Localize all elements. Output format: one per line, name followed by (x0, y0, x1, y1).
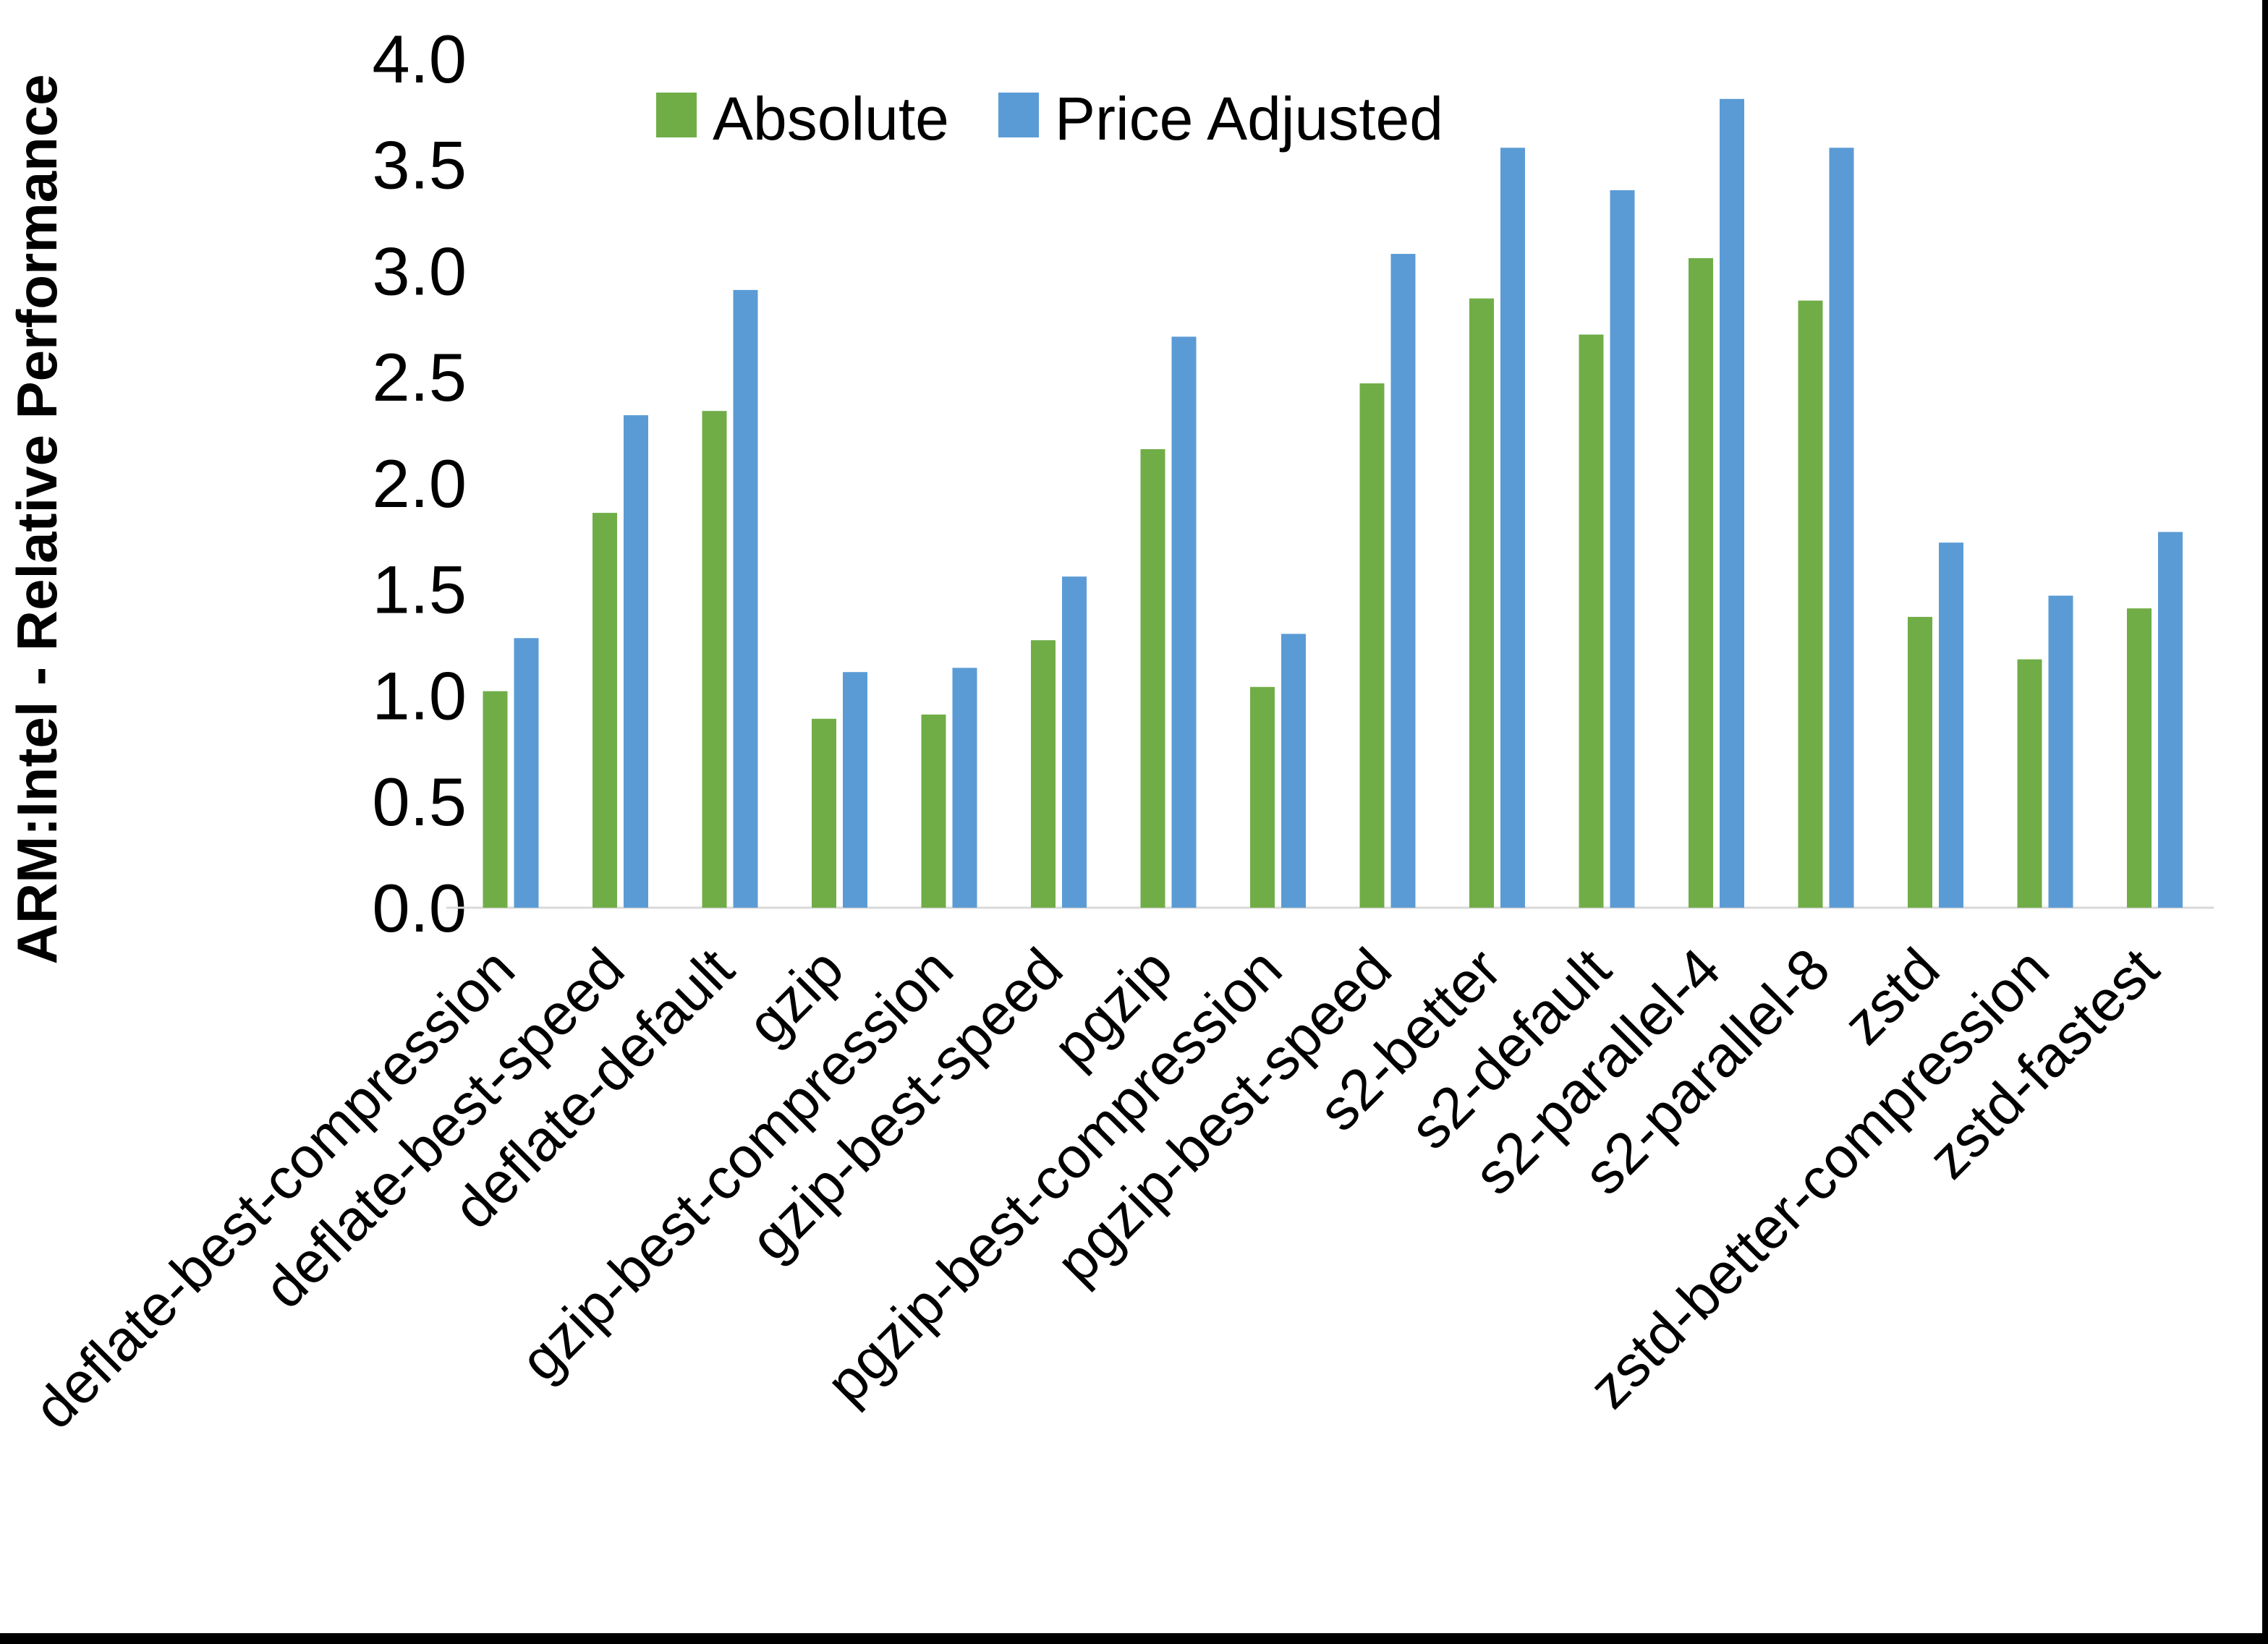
window-border-right (2262, 0, 2268, 1644)
bar-price-adjusted-pgzip-best-compression (1281, 634, 1306, 908)
bar-price-adjusted-pgzip (1171, 336, 1197, 908)
bar-absolute-pgzip (1140, 449, 1165, 908)
bar-price-adjusted-gzip (843, 672, 867, 908)
bar-absolute-gzip-best-speed (1031, 640, 1056, 908)
y-tick-label: 3.0 (372, 233, 467, 309)
window-border-bottom (0, 1633, 2268, 1644)
bar-absolute-zstd (1908, 616, 1932, 908)
bar-price-adjusted-s2-default (1610, 189, 1635, 908)
bar-price-adjusted-deflate-default (733, 289, 758, 908)
bar-price-adjusted-zstd-fastest (2158, 532, 2183, 908)
bar-absolute-pgzip-best-speed (1359, 383, 1385, 908)
y-tick-label: 1.0 (372, 657, 467, 733)
legend-label: Absolute (713, 85, 949, 153)
y-tick-label: 2.0 (372, 446, 467, 521)
bar-absolute-deflate-best-compression (483, 691, 508, 908)
bar-price-adjusted-deflate-best-speed (624, 415, 648, 908)
bar-absolute-pgzip-best-compression (1250, 686, 1275, 908)
y-tick-label: 4.0 (372, 21, 467, 97)
legend-swatch-absolute-icon (656, 93, 697, 137)
legend-label: Price Adjusted (1055, 85, 1443, 153)
legend-swatch-price-adjusted-icon (998, 93, 1039, 137)
y-tick-label: 3.5 (372, 127, 467, 203)
bar-absolute-gzip (812, 718, 836, 908)
y-tick-label: 2.5 (372, 339, 467, 415)
bar-absolute-zstd-fastest (2127, 608, 2152, 908)
bar-absolute-s2-parallel-4 (1689, 257, 1713, 908)
bar-price-adjusted-gzip-best-compression (952, 668, 977, 908)
bar-price-adjusted-pgzip-best-speed (1390, 254, 1416, 908)
bar-absolute-deflate-best-speed (593, 513, 617, 908)
bar-price-adjusted-s2-better (1500, 148, 1525, 908)
bar-absolute-zstd-better-compression (2017, 659, 2042, 908)
y-tick-label: 0.5 (372, 764, 467, 840)
y-tick-label: 1.5 (372, 552, 467, 628)
bar-price-adjusted-zstd-better-compression (2048, 595, 2073, 908)
bar-absolute-s2-better (1469, 298, 1494, 908)
bar-price-adjusted-deflate-best-compression (514, 638, 539, 908)
bar-price-adjusted-gzip-best-speed (1062, 576, 1087, 908)
bar-price-adjusted-s2-parallel-8 (1829, 148, 1854, 908)
y-axis-title: ARM:Intel - Relative Performance (5, 74, 69, 965)
bar-absolute-s2-default (1579, 334, 1604, 908)
bar-price-adjusted-zstd (1939, 542, 1963, 908)
bar-price-adjusted-s2-parallel-4 (1720, 98, 1744, 908)
bar-absolute-gzip-best-compression (921, 714, 946, 908)
bar-absolute-deflate-default (702, 411, 727, 908)
bar-absolute-s2-parallel-8 (1798, 300, 1823, 908)
